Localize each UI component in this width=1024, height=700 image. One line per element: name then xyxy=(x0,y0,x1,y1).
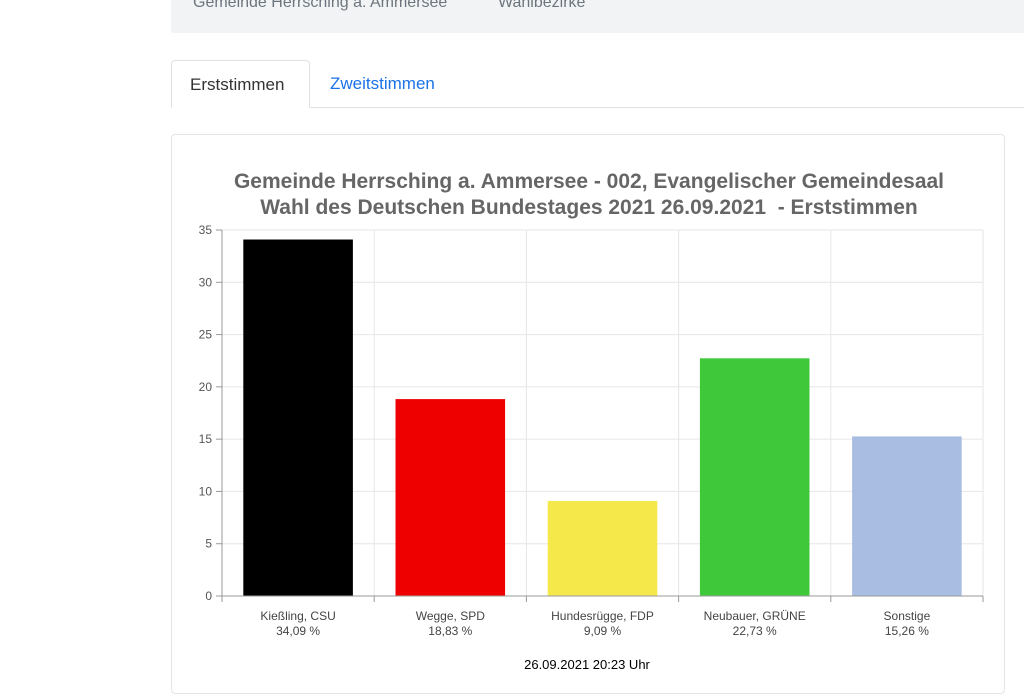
chart-title-line1: Gemeinde Herrsching a. Ammersee - 002, E… xyxy=(234,170,944,193)
bar-chart: Gemeinde Herrsching a. Ammersee - 002, E… xyxy=(199,170,984,672)
bar[interactable] xyxy=(699,358,810,596)
chart-title-line2: Wahl des Deutschen Bundestages 2021 26.0… xyxy=(260,196,918,219)
chart-card: Gemeinde Herrsching a. Ammersee - 002, E… xyxy=(171,134,1005,694)
chart-bars xyxy=(243,239,962,596)
tab-zweitstimmen[interactable]: Zweitstimmen xyxy=(330,74,435,93)
y-tick-label: 5 xyxy=(205,537,212,551)
breadcrumb-municipality[interactable]: Gemeinde Herrsching a. Ammersee xyxy=(193,0,448,11)
x-percent-label: 34,09 % xyxy=(276,624,320,638)
x-percent-label: 9,09 % xyxy=(584,624,622,638)
chart-footer-timestamp: 26.09.2021 20:23 Uhr xyxy=(524,657,650,672)
bar[interactable] xyxy=(547,500,658,596)
x-category-label: Neubauer, GRÜNE xyxy=(704,609,806,623)
y-tick-label: 30 xyxy=(199,275,213,289)
y-tick-label: 15 xyxy=(199,432,213,446)
x-percent-label: 15,26 % xyxy=(885,624,929,638)
bar[interactable] xyxy=(243,239,353,596)
y-tick-label: 20 xyxy=(199,380,213,394)
x-category-label: Hundesrügge, FDP xyxy=(551,609,654,623)
bar[interactable] xyxy=(395,399,506,596)
y-tick-label: 25 xyxy=(199,328,213,342)
x-percent-label: 22,73 % xyxy=(733,624,777,638)
y-tick-label: 35 xyxy=(199,223,213,237)
y-tick-label: 0 xyxy=(205,589,212,603)
y-tick-label: 10 xyxy=(199,484,213,498)
tab-bar: Erststimmen Zweitstimmen xyxy=(171,60,1024,108)
x-category-label: Kießling, CSU xyxy=(260,609,335,623)
chart-axes: 0 5 10 15 20 25 30 35 xyxy=(199,223,984,603)
bar[interactable] xyxy=(852,436,962,596)
breadcrumb: Gemeinde Herrsching a. Ammersee Wahlbezi… xyxy=(171,0,1024,33)
x-percent-label: 18,83 % xyxy=(428,624,472,638)
tab-erststimmen[interactable]: Erststimmen xyxy=(171,60,310,108)
breadcrumb-section[interactable]: Wahlbezirke xyxy=(498,0,586,11)
x-category-label: Wegge, SPD xyxy=(416,609,485,623)
x-category-label: Sonstige xyxy=(884,609,931,623)
